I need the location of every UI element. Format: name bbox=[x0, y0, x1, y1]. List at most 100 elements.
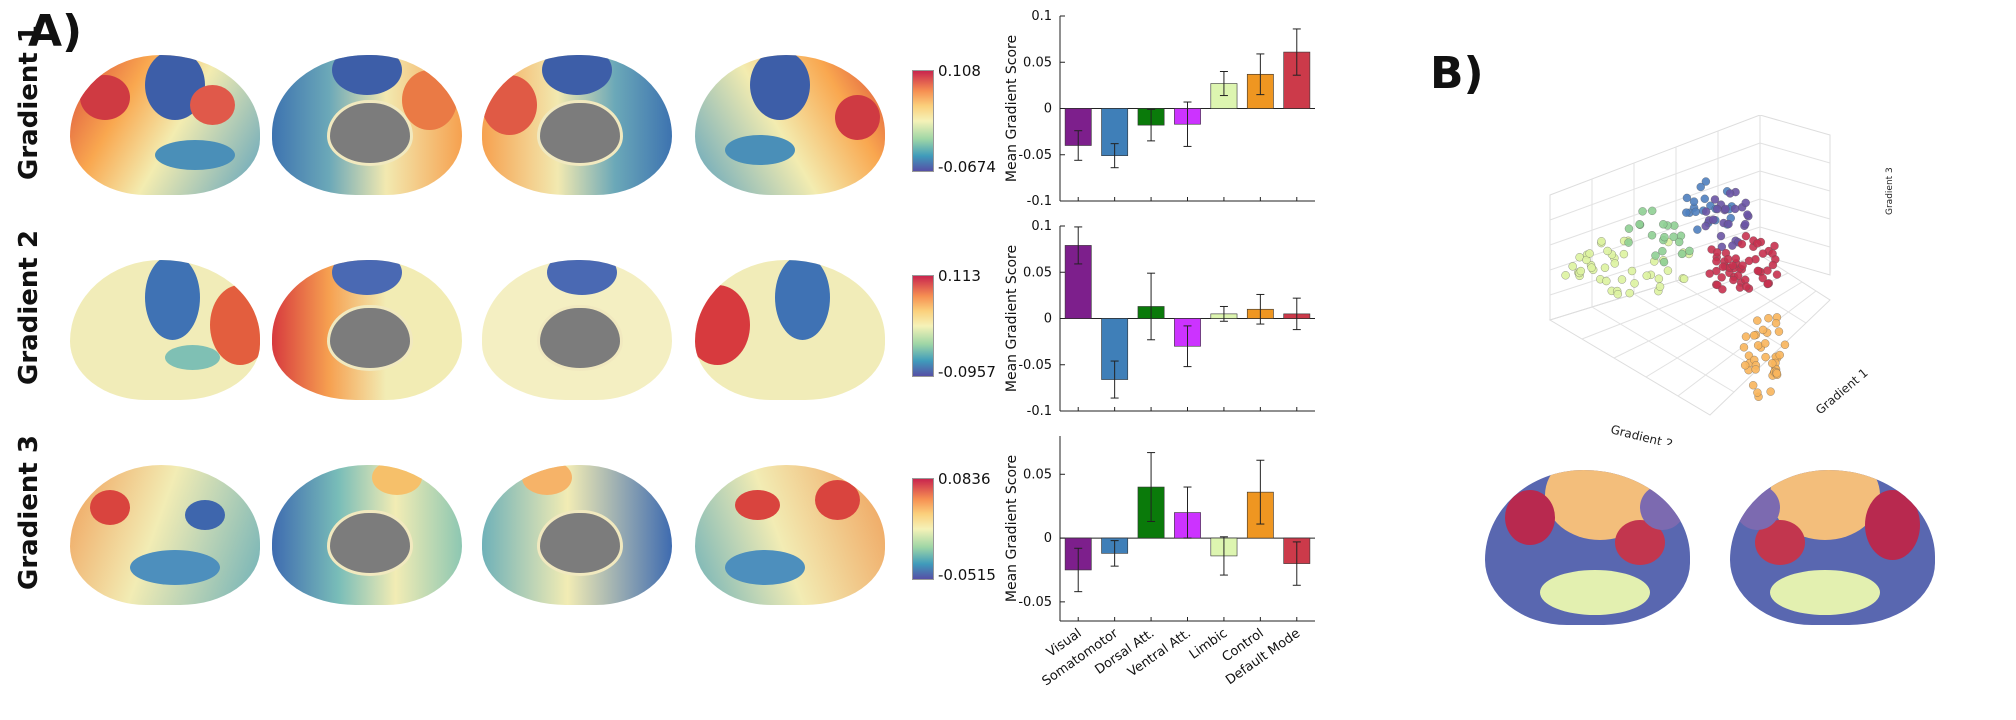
grid-line bbox=[1645, 281, 1803, 378]
brain-lateral-right-gradient-2 bbox=[695, 260, 885, 400]
medial-wall bbox=[537, 510, 623, 576]
scatter-point bbox=[1600, 263, 1610, 272]
scatter-point bbox=[1730, 204, 1740, 214]
scatter-point bbox=[1648, 206, 1657, 215]
scatter-point bbox=[1743, 210, 1752, 219]
brain-patch bbox=[80, 75, 130, 120]
medial-wall bbox=[537, 100, 623, 166]
brain-medial-left-gradient-3 bbox=[272, 465, 462, 605]
scatter-point bbox=[1768, 359, 1777, 368]
network-brain-left bbox=[1485, 470, 1690, 625]
brain-patch bbox=[725, 550, 805, 585]
scatter-point bbox=[1709, 215, 1718, 224]
brain-patch bbox=[165, 345, 220, 370]
scatter-point bbox=[1741, 275, 1750, 284]
scatter-point bbox=[1780, 340, 1790, 349]
brain-patch bbox=[1505, 490, 1555, 545]
brain-lateral-left-gradient-2 bbox=[70, 260, 260, 400]
brain-patch bbox=[482, 75, 537, 135]
scatter-point bbox=[1561, 271, 1570, 280]
row-label-gradient-1: Gradient 1 bbox=[14, 25, 44, 180]
floor bbox=[1548, 254, 1831, 416]
scatter-point bbox=[1738, 261, 1747, 270]
scatter-point bbox=[1741, 198, 1750, 207]
brain-patch bbox=[835, 95, 880, 140]
scatter-point bbox=[1647, 231, 1657, 240]
scatter-point bbox=[1624, 224, 1634, 233]
brain-patch bbox=[155, 140, 235, 170]
brain-patch bbox=[542, 55, 612, 95]
scatter-point bbox=[1761, 339, 1770, 348]
scatter-point bbox=[1642, 271, 1651, 280]
brain-lateral-left-gradient-1 bbox=[70, 55, 260, 195]
scatter-point bbox=[1682, 193, 1692, 203]
brain-patch bbox=[522, 465, 572, 495]
brain-patch bbox=[775, 260, 830, 340]
y-axis-label: Mean Gradient Score bbox=[1004, 245, 1020, 392]
scatter-point bbox=[1725, 189, 1735, 198]
scatter-point bbox=[1659, 220, 1668, 229]
scatter-point bbox=[1700, 194, 1709, 203]
scatter-point bbox=[1682, 208, 1691, 217]
brain-patch bbox=[145, 260, 200, 340]
scatter-point bbox=[1677, 249, 1687, 259]
y-tick-label: 0.05 bbox=[1023, 265, 1052, 280]
panel-b-label: B) bbox=[1430, 48, 1484, 99]
scatter-point bbox=[1713, 204, 1722, 214]
colorbar-max-label-gradient-2: 0.113 bbox=[938, 267, 981, 285]
scatter-point bbox=[1774, 327, 1784, 336]
y-axis-label: Mean Gradient Score bbox=[1004, 35, 1020, 182]
scatter-point bbox=[1761, 352, 1770, 362]
grid-line bbox=[1613, 272, 1789, 359]
scatter-point bbox=[1625, 288, 1634, 298]
colorbar-gradient-1 bbox=[912, 70, 934, 172]
scatter-point bbox=[1741, 232, 1751, 241]
scatter-point bbox=[1772, 270, 1782, 279]
brain-patch bbox=[130, 550, 220, 585]
scatter-point bbox=[1741, 219, 1750, 229]
brain-medial-left-gradient-1 bbox=[272, 55, 462, 195]
y-axis-label: Gradient 1 bbox=[1813, 366, 1871, 418]
x-axis-label: Gradient 2 bbox=[1609, 422, 1674, 445]
scatter-point bbox=[1693, 225, 1702, 234]
colorbar-max-label-gradient-1: 0.108 bbox=[938, 62, 981, 80]
scatter-point bbox=[1770, 241, 1779, 251]
scatter-point bbox=[1718, 285, 1727, 294]
y-tick-label: -0.1 bbox=[1027, 194, 1052, 208]
scatter-point bbox=[1617, 275, 1627, 284]
scatter-point bbox=[1742, 282, 1751, 291]
scatter-point bbox=[1630, 279, 1639, 288]
brain-medial-right-gradient-1 bbox=[482, 55, 672, 195]
scatter-point bbox=[1775, 350, 1784, 360]
y-tick-label: -0.05 bbox=[1018, 595, 1052, 610]
colorbar-gradient-2 bbox=[912, 275, 934, 377]
scatter-point bbox=[1568, 262, 1577, 271]
brain-patch bbox=[402, 70, 457, 130]
brain-lateral-right-gradient-3 bbox=[695, 465, 885, 605]
scatter-point bbox=[1718, 262, 1728, 271]
scatter-point bbox=[1627, 266, 1637, 276]
brain-patch bbox=[1540, 570, 1650, 615]
scatter-point bbox=[1758, 325, 1768, 335]
scatter-point bbox=[1710, 195, 1720, 204]
scatter-point bbox=[1763, 266, 1772, 275]
scatter-point bbox=[1728, 261, 1737, 270]
brain-patch bbox=[815, 480, 860, 520]
scatter-point bbox=[1651, 251, 1660, 260]
medial-wall bbox=[537, 305, 623, 371]
brain-patch bbox=[547, 260, 617, 295]
scatter-point bbox=[1739, 343, 1749, 352]
brain-medial-right-gradient-2 bbox=[482, 260, 672, 400]
brain-patch bbox=[210, 285, 260, 365]
brain-patch bbox=[1770, 570, 1880, 615]
back-wall-right bbox=[1759, 115, 1831, 276]
scatter-point bbox=[1763, 279, 1772, 288]
y-tick-label: 0.1 bbox=[1031, 219, 1052, 234]
medial-wall bbox=[327, 100, 413, 166]
scatter-point bbox=[1705, 269, 1714, 278]
brain-patch bbox=[332, 260, 402, 295]
scatter-point bbox=[1689, 197, 1699, 206]
scatter-point bbox=[1728, 241, 1737, 250]
brain-patch bbox=[695, 285, 750, 365]
